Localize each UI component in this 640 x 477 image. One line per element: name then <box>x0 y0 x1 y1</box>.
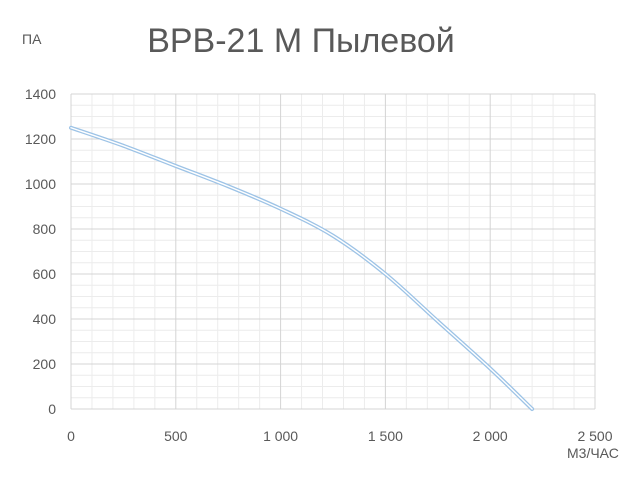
x-tick-label: 2 000 <box>473 428 508 444</box>
y-tick-label: 1200 <box>25 131 56 147</box>
series-line-highlight <box>70 127 533 410</box>
x-tick-label: 1 500 <box>368 428 403 444</box>
chart-title: ВРВ-21 М Пылевой <box>147 22 455 60</box>
y-tick-label: 1400 <box>25 86 56 102</box>
x-tick-label: 2 500 <box>577 428 612 444</box>
x-tick-label: 1 000 <box>263 428 298 444</box>
y-tick-label: 200 <box>33 356 57 372</box>
x-axis-label: М3/ЧАС <box>567 445 619 461</box>
x-tick-labels: 0 500 1 000 1 500 2 000 2 500 <box>67 428 613 444</box>
y-tick-label: 1000 <box>25 176 56 192</box>
minor-gridlines <box>71 94 595 409</box>
y-axis-label: ПА <box>22 31 42 47</box>
series-layer <box>69 125 535 411</box>
y-tick-label: 0 <box>48 401 56 417</box>
y-tick-label: 800 <box>33 221 57 237</box>
major-gridlines <box>70 93 596 410</box>
y-tick-label: 600 <box>33 266 57 282</box>
y-tick-labels: 0 200 400 600 800 1000 1200 1400 <box>25 86 56 417</box>
y-tick-label: 400 <box>33 311 57 327</box>
x-tick-label: 500 <box>164 428 188 444</box>
x-tick-label: 0 <box>67 428 75 444</box>
